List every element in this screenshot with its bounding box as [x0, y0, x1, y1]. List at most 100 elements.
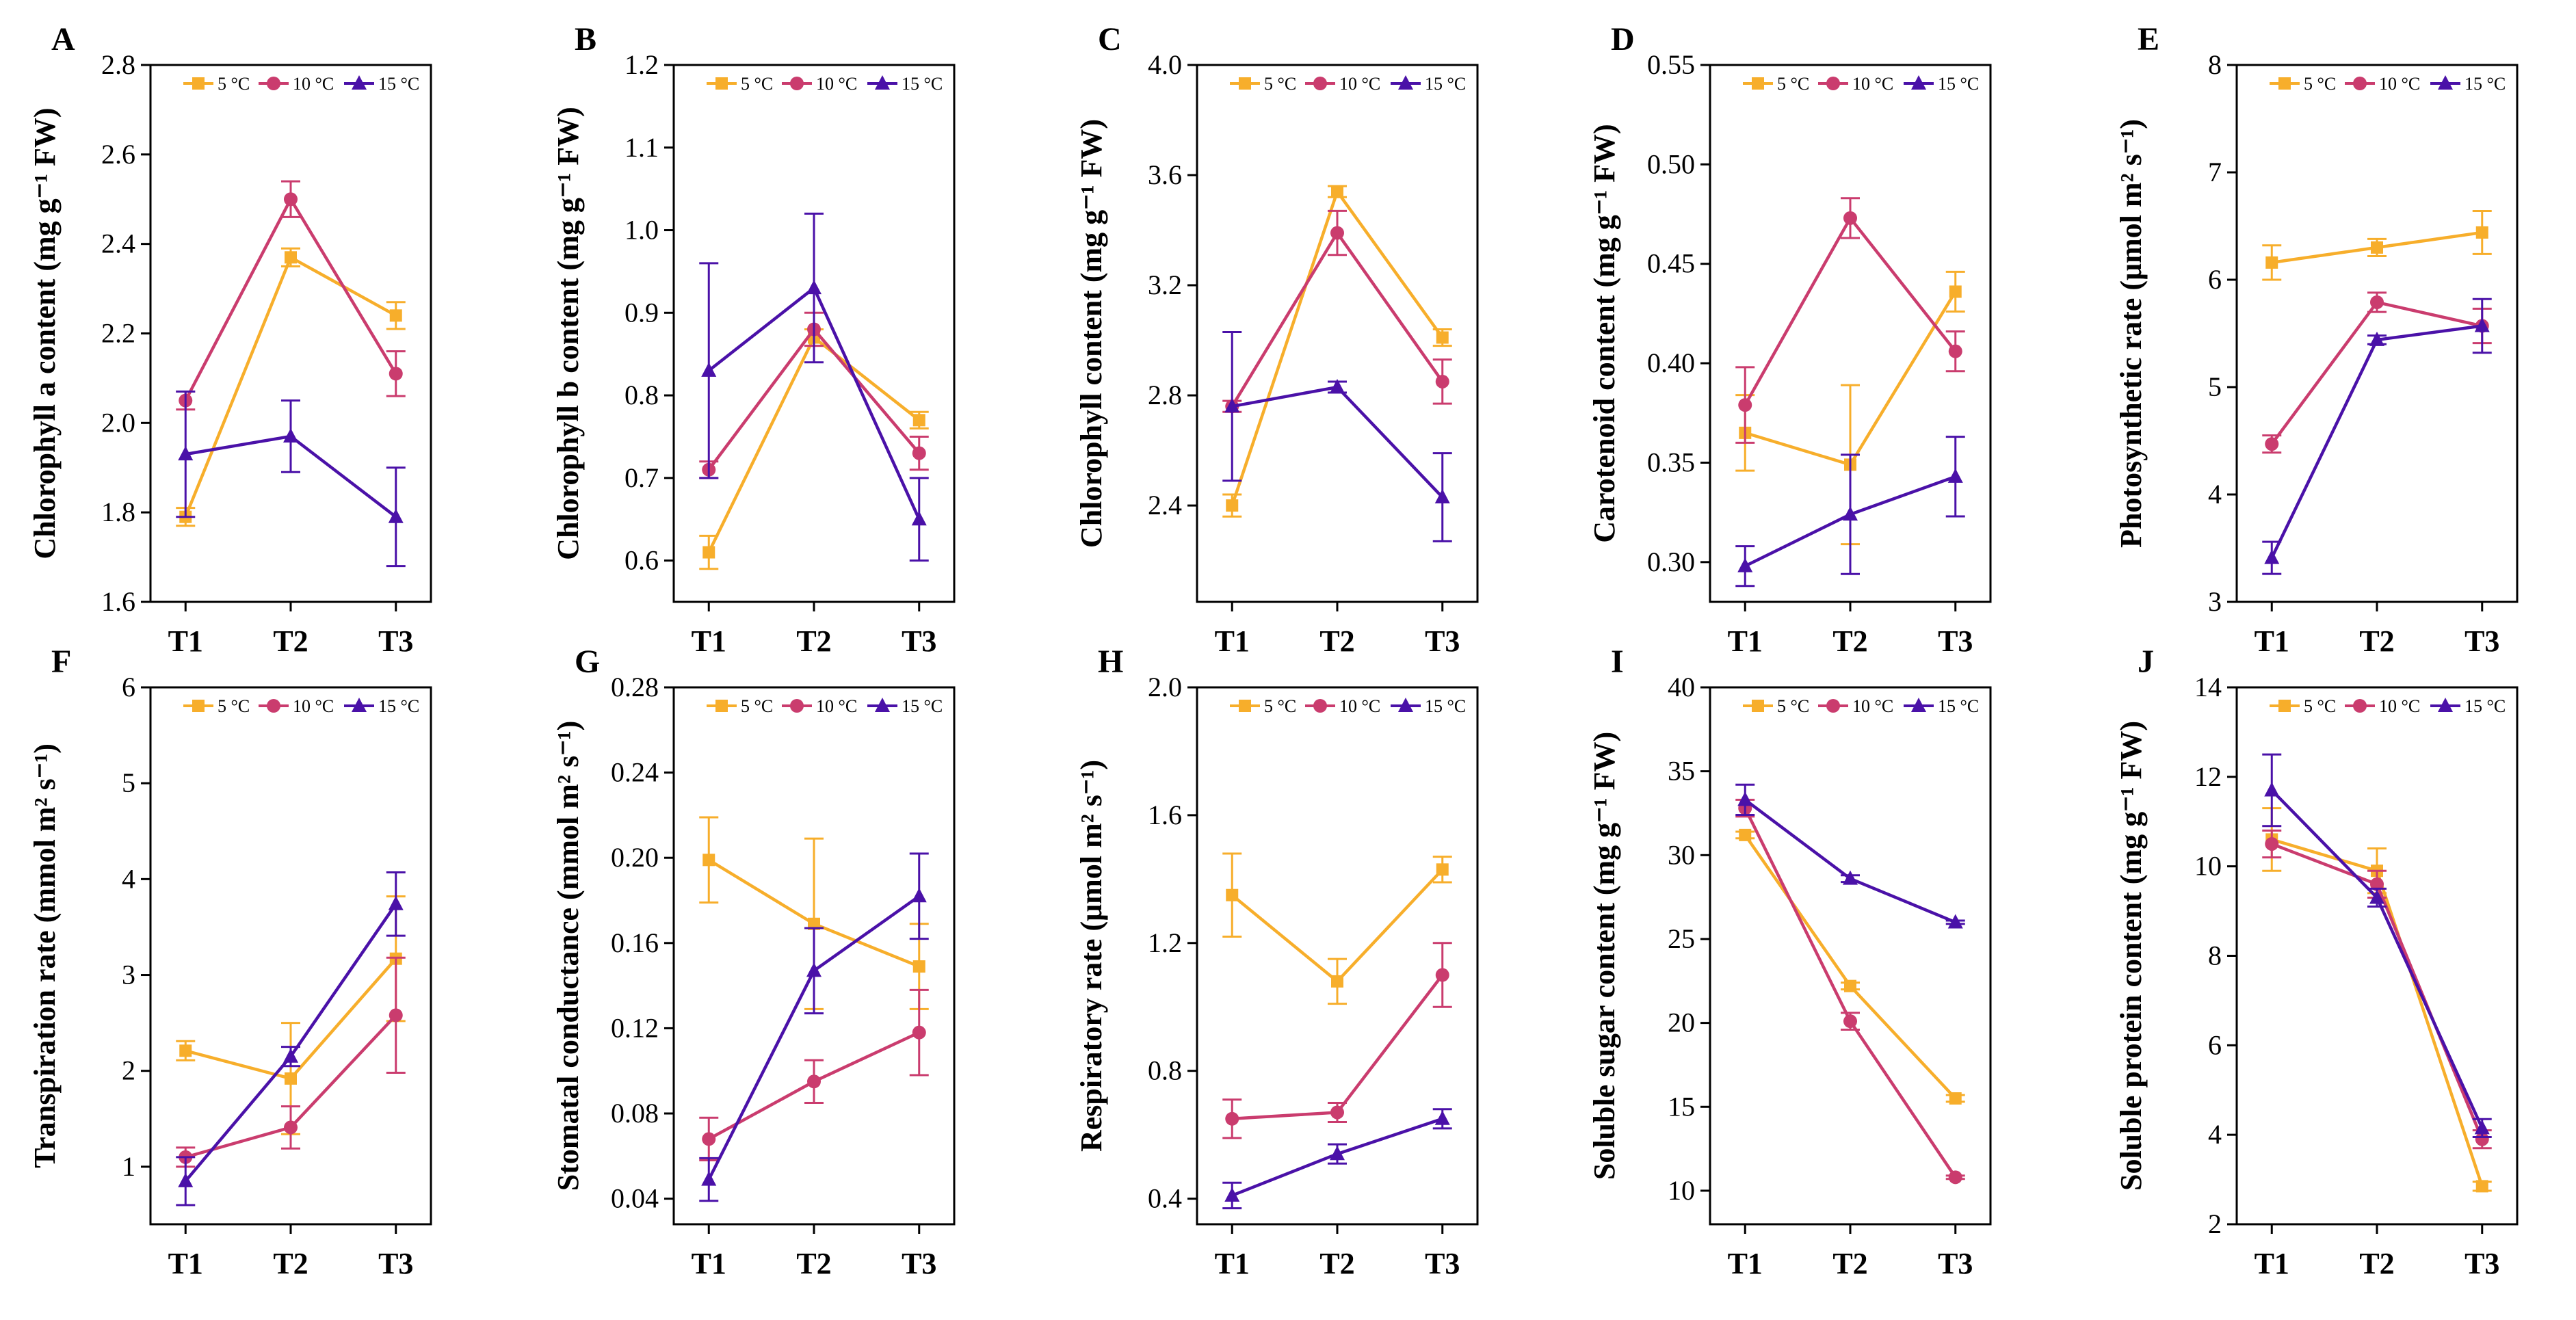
x-tick-label: T1 [1728, 1247, 1763, 1280]
legend-label: 10 °C [816, 74, 857, 94]
x-tick-label: T2 [796, 624, 831, 658]
x-tick-label: T1 [1215, 1247, 1250, 1280]
data-point [701, 1171, 717, 1186]
legend-label: 10 °C [1339, 74, 1380, 94]
legend-marker [875, 75, 890, 90]
data-point [912, 446, 926, 460]
legend-marker [2353, 699, 2367, 713]
y-axis-label: Respiratory rate (μmol m² s⁻¹) [1075, 760, 1108, 1152]
data-point [285, 1072, 297, 1085]
x-tick-label: T3 [902, 624, 936, 658]
y-tick-label: 0.16 [611, 927, 659, 958]
data-point [1843, 870, 1858, 885]
x-tick-label: T1 [168, 624, 203, 658]
legend-marker [715, 700, 728, 712]
panel-letter: B [575, 21, 596, 57]
x-tick-label: T1 [692, 624, 726, 658]
x-tick-label: T2 [1832, 1247, 1867, 1280]
y-tick-label: 4 [2208, 1119, 2222, 1150]
series-10c [2262, 291, 2492, 454]
data-point [2265, 437, 2279, 451]
x-tick-label: T3 [2465, 624, 2499, 658]
x-tick-label: T1 [1215, 624, 1250, 658]
x-tick-label: T2 [273, 1247, 308, 1280]
legend-marker [1313, 77, 1327, 90]
y-tick-label: 14 [2194, 672, 2222, 702]
y-tick-label: 4.0 [1148, 49, 1182, 80]
legend: 5 °C 10 °C 15 °C [183, 696, 419, 716]
panel-f: F 1 2 3 4 5 6 T1 T2 T3 Transpiration rate (mmol m²… [28, 644, 432, 1280]
y-tick-label: 4 [122, 863, 135, 894]
legend: 5 °C 10 °C 15 °C [707, 74, 943, 94]
series-15c [2262, 298, 2492, 575]
data-point [1226, 499, 1239, 512]
data-point [1737, 791, 1753, 806]
data-point [2475, 1180, 2488, 1193]
data-point [1947, 468, 1963, 483]
y-tick-label: 0.12 [611, 1012, 659, 1043]
data-point [2370, 295, 2384, 309]
data-point [1331, 185, 1343, 198]
data-point [2264, 782, 2280, 797]
data-point [1843, 506, 1858, 521]
data-point [2369, 331, 2384, 346]
y-axis-label: Chlorophyll content (mg g⁻¹ FW) [1075, 119, 1108, 548]
data-point [1330, 226, 1344, 240]
data-point [2370, 877, 2384, 891]
y-tick-label: 0.8 [1148, 1055, 1182, 1086]
series-10c [176, 956, 406, 1168]
y-tick-label: 2.0 [101, 407, 135, 438]
data-point [2265, 836, 2279, 851]
y-tick-label: 20 [1668, 1007, 1695, 1038]
data-point [1331, 975, 1343, 988]
y-tick-label: 0.9 [625, 297, 659, 328]
x-tick-label: T1 [692, 1247, 726, 1280]
panel-g: G 0.04 0.08 0.12 0.16 0.20 0.24 0.28 T1 T2 T3 Stoma… [551, 644, 956, 1280]
data-point [2264, 549, 2280, 564]
x-tick-label: T3 [1938, 624, 1973, 658]
legend-label: 15 °C [378, 74, 419, 94]
legend-marker [352, 698, 367, 712]
plot-frame [149, 64, 432, 603]
y-tick-label: 40 [1668, 672, 1695, 702]
legend-label: 5 °C [741, 74, 773, 94]
y-tick-label: 7 [2208, 157, 2222, 187]
panel-b: B 0.6 0.7 0.8 0.9 1.0 1.1 1.2 T1 T2 T3 Chlorophyll … [551, 21, 956, 658]
series-line [184, 255, 397, 518]
x-tick-label: T3 [902, 1247, 936, 1280]
data-point [1224, 1187, 1240, 1202]
x-tick-label: T2 [1832, 624, 1867, 658]
y-tick-label: 2.8 [1148, 380, 1182, 410]
series-10c [176, 180, 406, 411]
legend-label: 10 °C [2379, 696, 2420, 716]
legend-label: 10 °C [1339, 696, 1380, 716]
y-tick-label: 1.6 [101, 586, 135, 617]
series-10c [699, 988, 929, 1162]
panel-i: I 10 15 20 25 30 35 40 T1 T2 T3 Soluble sugar conte… [1588, 644, 1992, 1280]
series-5c [1735, 828, 1965, 1105]
legend-label: 15 °C [902, 74, 943, 94]
y-tick-label: 15 [1668, 1091, 1695, 1122]
legend-label: 5 °C [218, 696, 250, 716]
data-point [1434, 489, 1450, 504]
y-tick-label: 0.40 [1647, 347, 1695, 378]
x-tick-label: T2 [273, 624, 308, 658]
y-tick-label: 10 [2194, 851, 2222, 882]
panel-letter: E [2138, 21, 2159, 57]
data-point [283, 427, 298, 443]
panel-letter: D [1611, 21, 1635, 57]
x-tick-label: T3 [1425, 1247, 1460, 1280]
data-point [1844, 979, 1856, 992]
data-point [389, 1008, 403, 1022]
series-15c [176, 871, 406, 1206]
y-axis-label: Soluble sugar content (mg g⁻¹ FW) [1588, 732, 1621, 1180]
legend: 5 °C 10 °C 15 °C [183, 74, 419, 94]
panel-j: J 2 4 6 8 10 12 14 T1 T2 T3 Soluble protein content… [2114, 644, 2519, 1280]
data-point [389, 367, 403, 381]
x-tick-label: T2 [2359, 624, 2394, 658]
data-point [1949, 285, 1962, 298]
legend-label: 15 °C [902, 696, 943, 716]
x-tick-label: T1 [2255, 1247, 2289, 1280]
series-5c [1222, 852, 1452, 1005]
